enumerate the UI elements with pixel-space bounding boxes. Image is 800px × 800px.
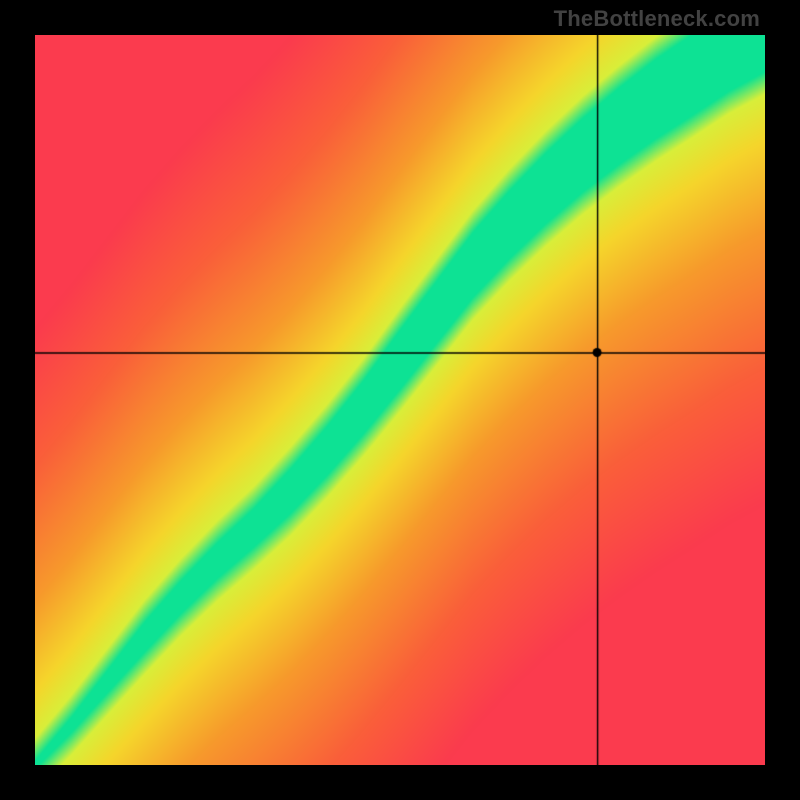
chart-frame: TheBottleneck.com [0,0,800,800]
heatmap-plot [35,35,765,765]
watermark-text: TheBottleneck.com [554,6,760,32]
heatmap-canvas [35,35,765,765]
